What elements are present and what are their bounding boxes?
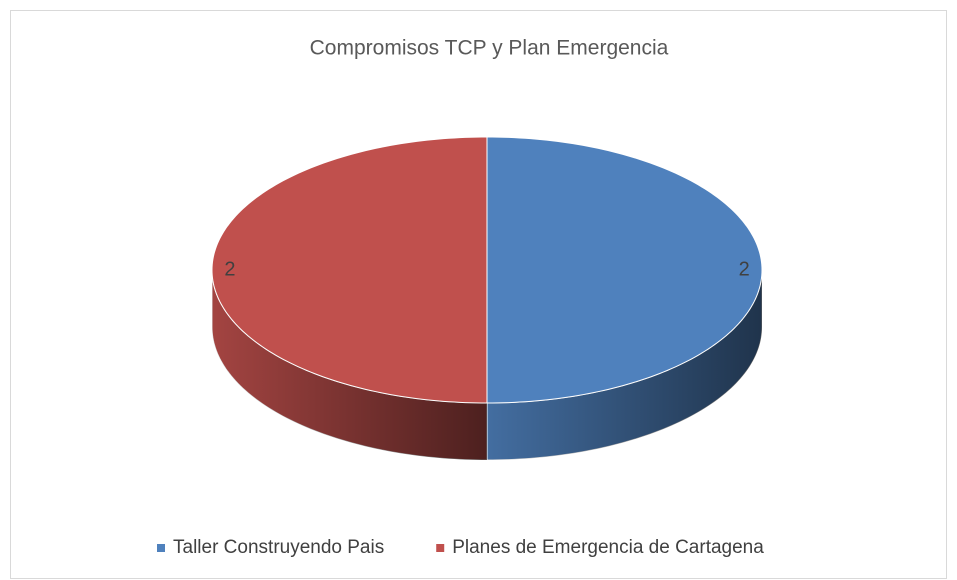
data-label: 2 — [739, 258, 750, 280]
legend-swatch — [157, 544, 165, 552]
pie-side-shade — [487, 270, 762, 460]
pie-slice — [211, 136, 488, 404]
pie-slice — [486, 136, 763, 404]
data-label: 2 — [224, 258, 235, 280]
legend-label: Taller Construyendo Pais — [173, 537, 384, 558]
legend-label: Planes de Emergencia de Cartagena — [452, 537, 764, 558]
chart-title: Compromisos TCP y Plan Emergencia — [310, 37, 669, 60]
legend-swatch — [436, 544, 445, 552]
pie-side-shade — [212, 270, 487, 460]
